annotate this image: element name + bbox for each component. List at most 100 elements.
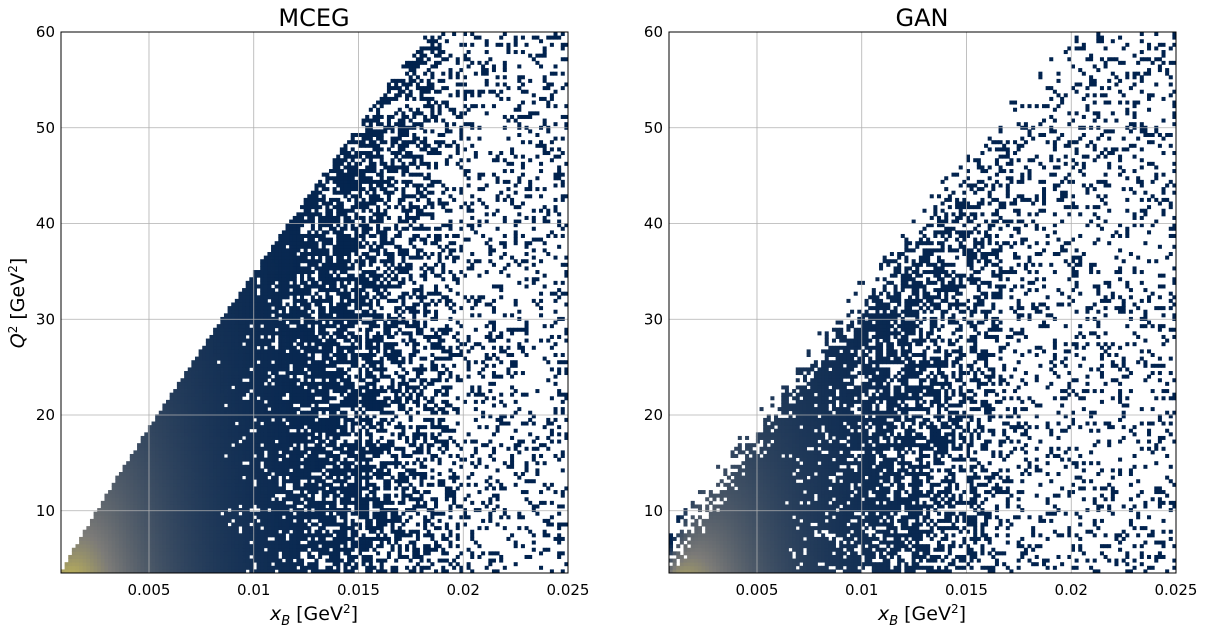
heatmap-cell [303, 403, 308, 408]
heatmap-cell [68, 558, 73, 563]
heatmap-cell [321, 187, 326, 192]
heatmap-cell [347, 338, 352, 343]
heatmap-cell [202, 421, 207, 426]
heatmap-cell [368, 482, 373, 487]
heatmap-cell [205, 443, 210, 448]
heatmap-cell [281, 443, 286, 448]
heatmap-cell [278, 306, 283, 311]
heatmap-cell [194, 500, 200, 505]
heatmap-cell [231, 544, 236, 549]
heatmap-cell [234, 327, 239, 332]
heatmap-cell [361, 244, 366, 249]
heatmap-cell [281, 533, 286, 538]
heatmap-cell [115, 533, 120, 538]
heatmap-cell [278, 453, 283, 458]
heatmap-cell [133, 475, 138, 480]
heatmap-cell [332, 493, 337, 498]
heatmap-cell [202, 472, 207, 477]
heatmap-cell [126, 475, 131, 480]
heatmap-cell [223, 547, 228, 552]
heatmap-cell [245, 479, 250, 484]
heatmap-cell [336, 533, 341, 538]
heatmap-cell [256, 378, 261, 383]
heatmap-cell [252, 529, 257, 534]
heatmap-cell [328, 324, 334, 329]
heatmap-cell [267, 363, 272, 368]
heatmap-cell [122, 475, 127, 480]
heatmap-cell [296, 396, 301, 401]
heatmap-cell [184, 468, 189, 473]
heatmap-cell [122, 551, 127, 556]
heatmap-cell [357, 132, 362, 137]
heatmap-cell [216, 392, 221, 397]
heatmap-cell [122, 508, 127, 513]
heatmap-cell [242, 464, 247, 469]
heatmap-cell [191, 565, 196, 570]
heatmap-cell [198, 410, 203, 415]
heatmap-cell [361, 533, 366, 538]
heatmap-cell [332, 407, 337, 412]
heatmap-cell [347, 179, 352, 184]
heatmap-panel-mceg: MCEG 0.005 0.01 0.015 0.02 0.025 10203040506… [6, 4, 589, 629]
heatmap-cell [314, 392, 319, 397]
heatmap-cell [271, 396, 276, 401]
heatmap-cell [328, 298, 334, 303]
heatmap-cell [321, 306, 326, 311]
heatmap-cell [350, 399, 355, 404]
heatmap-cell [350, 385, 355, 390]
heatmap-cell [343, 158, 348, 163]
heatmap-cell [187, 403, 192, 408]
heatmap-cell [336, 233, 341, 238]
heatmap-cell [347, 291, 352, 296]
heatmap-cell [202, 511, 207, 516]
heatmap-cell [238, 295, 243, 300]
heatmap-cell [140, 558, 145, 563]
heatmap-cell [325, 273, 330, 278]
heatmap-cell [314, 320, 319, 325]
heatmap-cell [194, 385, 200, 390]
heatmap-cell [274, 381, 279, 386]
heatmap-cell [281, 363, 286, 368]
heatmap-cell [151, 450, 156, 455]
heatmap-cell [209, 428, 214, 433]
heatmap-cell [314, 443, 319, 448]
heatmap-cell [223, 378, 228, 383]
heatmap-cell [361, 500, 366, 505]
heatmap-cell [271, 453, 276, 458]
heatmap-cell [245, 356, 250, 361]
heatmap-cell [216, 461, 221, 466]
heatmap-cell [252, 324, 257, 329]
heatmap-cell [238, 443, 243, 448]
heatmap-cell [325, 248, 330, 253]
heatmap-cell [187, 482, 192, 487]
heatmap-cell [328, 288, 334, 293]
heatmap-cell [310, 331, 315, 336]
heatmap-cell [231, 457, 236, 462]
heatmap-cell [191, 490, 196, 495]
heatmap-cell [147, 497, 152, 502]
heatmap-cell [303, 399, 308, 404]
heatmap-cell [292, 461, 297, 466]
heatmap-cell [267, 428, 272, 433]
heatmap-cell [205, 554, 210, 559]
heatmap-cell [242, 565, 247, 570]
heatmap-cell [274, 490, 279, 495]
heatmap-cell [368, 356, 373, 361]
heatmap-cell [260, 457, 265, 462]
heatmap-cell [162, 518, 167, 523]
heatmap-cell [321, 540, 326, 545]
heatmap-cell [328, 432, 334, 437]
heatmap-cell [300, 252, 305, 257]
heatmap-cell [354, 479, 359, 484]
heatmap-cell [180, 421, 185, 426]
heatmap-cell [354, 334, 359, 339]
heatmap-cell [198, 381, 203, 386]
heatmap-cell [292, 233, 297, 238]
heatmap-cell [321, 490, 326, 495]
heatmap-cell [242, 374, 247, 379]
heatmap-cell [252, 536, 257, 541]
heatmap-cell [89, 565, 94, 570]
heatmap-cell [278, 392, 283, 397]
heatmap-cell [234, 569, 239, 574]
heatmap-cell [285, 241, 290, 246]
